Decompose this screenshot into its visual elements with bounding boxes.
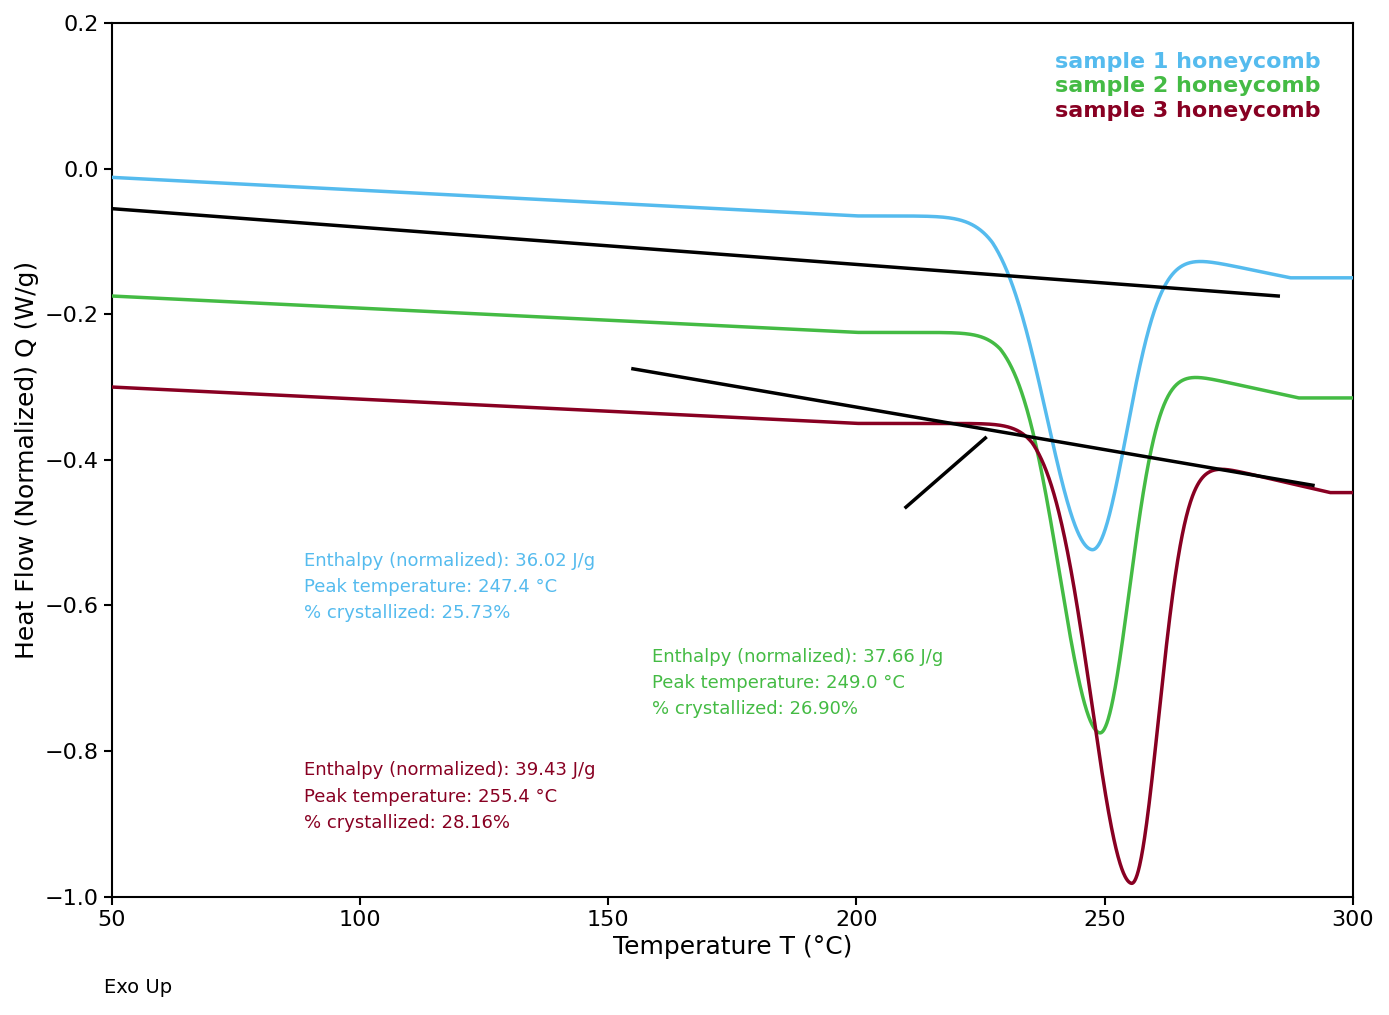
Text: Enthalpy (normalized): 36.02 J/g
Peak temperature: 247.4 °C
% crystallized: 25.7: Enthalpy (normalized): 36.02 J/g Peak te… bbox=[304, 551, 596, 622]
Text: Exo Up: Exo Up bbox=[104, 977, 172, 997]
X-axis label: Temperature Τ (°C): Temperature Τ (°C) bbox=[613, 936, 851, 959]
Y-axis label: Heat Flow (Normalized) Q (W/g): Heat Flow (Normalized) Q (W/g) bbox=[15, 261, 39, 659]
Text: Enthalpy (normalized): 39.43 J/g
Peak temperature: 255.4 °C
% crystallized: 28.1: Enthalpy (normalized): 39.43 J/g Peak te… bbox=[304, 761, 596, 832]
Text: Enthalpy (normalized): 37.66 J/g
Peak temperature: 249.0 °C
% crystallized: 26.9: Enthalpy (normalized): 37.66 J/g Peak te… bbox=[651, 648, 943, 719]
Legend: sample 1 honeycomb, sample 2 honeycomb, sample 3 honeycomb: sample 1 honeycomb, sample 2 honeycomb, … bbox=[1046, 43, 1329, 130]
